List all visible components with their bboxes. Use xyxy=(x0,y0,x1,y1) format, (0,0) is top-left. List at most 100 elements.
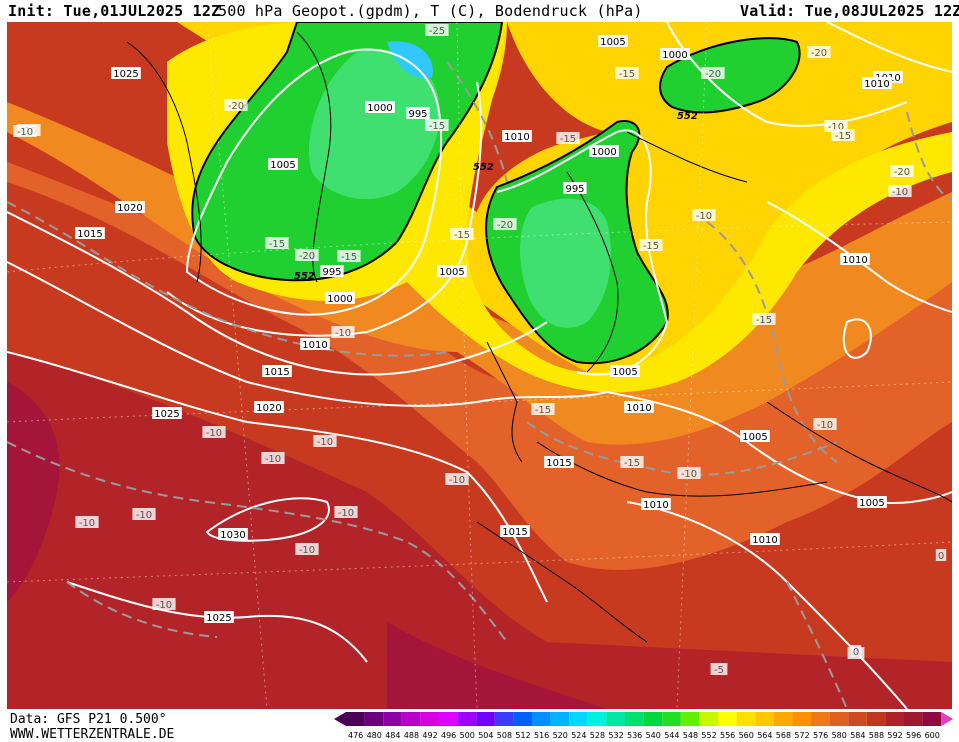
svg-text:1010: 1010 xyxy=(302,340,327,351)
greenland-cold-core xyxy=(387,41,433,79)
temperature-label: -15 xyxy=(620,456,644,469)
svg-text:1025: 1025 xyxy=(113,69,138,80)
pressure-label: 1015 xyxy=(544,456,574,469)
svg-text:1015: 1015 xyxy=(77,229,102,240)
scale-label: 532 xyxy=(608,731,623,740)
svg-text:-10: -10 xyxy=(892,187,908,198)
svg-text:-10: -10 xyxy=(828,122,844,133)
svg-text:1000: 1000 xyxy=(327,294,352,305)
temperature-label: -15 xyxy=(265,237,289,250)
temperature-label: -15 xyxy=(556,132,580,145)
scale-label: 588 xyxy=(869,731,884,740)
temperature-label: -10 xyxy=(13,125,37,138)
svg-text:1010: 1010 xyxy=(626,403,651,414)
temperature-label: -10 xyxy=(888,185,912,198)
geopotential-label: 552 xyxy=(677,111,698,122)
svg-text:-15: -15 xyxy=(835,131,851,142)
scale-label: 476 xyxy=(348,731,363,740)
svg-text:-15: -15 xyxy=(341,252,357,263)
svg-text:1005: 1005 xyxy=(742,432,767,443)
temperature-label: -15 xyxy=(752,313,776,326)
map-title: 500 hPa Geopot.(gpdm), T (C), Bodendruck… xyxy=(218,2,643,20)
pressure-label: 1015 xyxy=(500,525,530,538)
svg-text:1025: 1025 xyxy=(154,409,179,420)
scale-swatch xyxy=(606,712,625,726)
scale-label: 504 xyxy=(478,731,493,740)
svg-text:-15: -15 xyxy=(756,315,772,326)
scale-swatch xyxy=(718,712,737,726)
scale-label: 560 xyxy=(739,731,754,740)
temperature-label: -15 xyxy=(425,119,449,132)
geopotential-label: 552 xyxy=(473,162,494,173)
scale-label: 576 xyxy=(813,731,828,740)
svg-text:-15: -15 xyxy=(643,241,659,252)
scale-label: 516 xyxy=(534,731,549,740)
scale-swatch xyxy=(625,712,644,726)
scale-swatch xyxy=(587,712,607,726)
pressure-label: 1020 xyxy=(115,201,145,214)
temperature-labels: -25-20-15-15-20-15-15-20-15-10-20-10-15-… xyxy=(13,24,947,676)
scale-arrow-left xyxy=(334,712,346,726)
scale-label: 568 xyxy=(776,731,791,740)
scale-swatch xyxy=(476,712,495,726)
temperature-label: -10 xyxy=(331,326,355,339)
svg-text:0: 0 xyxy=(938,551,944,562)
temperature-label: -15 xyxy=(450,228,474,241)
scale-swatch xyxy=(457,712,477,726)
scale-label: 552 xyxy=(701,731,716,740)
pressure-label: 1005 xyxy=(268,158,298,171)
svg-text:1005: 1005 xyxy=(270,160,295,171)
svg-text:-10: -10 xyxy=(136,510,152,521)
temperature-label: -10 xyxy=(445,473,469,486)
svg-text:-10: -10 xyxy=(681,469,697,480)
scale-swatch xyxy=(383,712,402,726)
temperature-label: -10 xyxy=(152,598,176,611)
weather-map[interactable]: 1025 1020 1015 1005 1000 995 1000 995 1000 1005 10… xyxy=(7,22,952,709)
svg-text:1030: 1030 xyxy=(220,530,245,541)
isotherms xyxy=(7,61,952,709)
scale-swatch xyxy=(532,712,551,726)
svg-text:-10: -10 xyxy=(79,518,95,529)
scandinavia-low-core xyxy=(520,198,611,328)
magenta-core xyxy=(7,382,60,602)
svg-text:1020: 1020 xyxy=(117,203,142,214)
isobars xyxy=(7,22,952,709)
pressure-label: 1010 xyxy=(624,401,654,414)
temperature-label: -20 xyxy=(295,249,319,262)
svg-text:-20: -20 xyxy=(705,69,721,80)
svg-text:-15: -15 xyxy=(269,239,285,250)
svg-text:1005: 1005 xyxy=(600,37,625,48)
svg-text:-25: -25 xyxy=(429,26,445,37)
svg-text:-15: -15 xyxy=(624,458,640,469)
pressure-label: 1015 xyxy=(75,227,105,240)
svg-text:1015: 1015 xyxy=(264,367,289,378)
scale-label: 544 xyxy=(664,731,679,740)
pressure-label: 1010 xyxy=(300,338,330,351)
svg-text:1025: 1025 xyxy=(206,613,231,624)
pressure-label: 1025 xyxy=(111,67,141,80)
temperature-label: -5 xyxy=(710,663,728,676)
scale-label: 556 xyxy=(720,731,735,740)
temperature-label: -15 xyxy=(531,403,555,416)
website: WWW.WETTERZENTRALE.DE xyxy=(10,727,175,742)
data-source: Data: GFS P21 0.500° xyxy=(10,712,167,727)
scale-swatch xyxy=(494,712,514,726)
svg-text:-20: -20 xyxy=(894,167,910,178)
svg-text:1005: 1005 xyxy=(859,498,884,509)
scale-label: 564 xyxy=(757,731,772,740)
scale-label: 508 xyxy=(497,731,512,740)
svg-text:-10: -10 xyxy=(156,600,172,611)
temperature-label: 0 xyxy=(935,549,947,562)
greenland-low-core xyxy=(309,49,440,200)
scale-arrow-right xyxy=(941,712,954,726)
scale-swatch xyxy=(811,712,830,726)
pressure-label: 1020 xyxy=(254,401,284,414)
map-canvas: 1025 1020 1015 1005 1000 995 1000 995 1000 1005 10… xyxy=(7,22,952,709)
scale-label: 540 xyxy=(646,731,661,740)
scale-swatch xyxy=(885,712,904,726)
temperature-label: -10 xyxy=(261,452,285,465)
scale-swatch xyxy=(439,712,458,726)
scale-swatch xyxy=(401,712,421,726)
svg-text:-10: -10 xyxy=(317,437,333,448)
pressure-label: 1005 xyxy=(857,496,887,509)
